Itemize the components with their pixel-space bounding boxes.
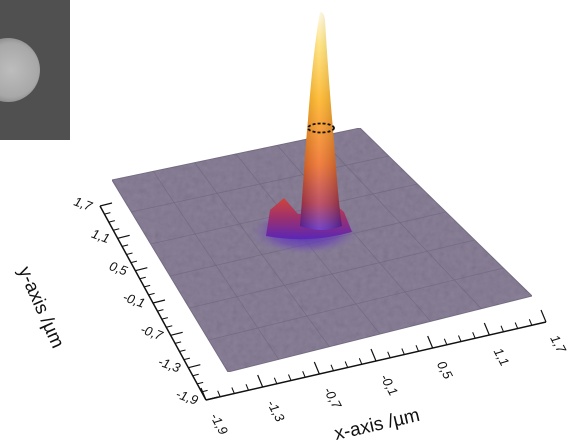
y-minor-tick — [157, 310, 163, 312]
y-minor-tick — [166, 326, 172, 328]
y-minor-tick — [104, 213, 110, 215]
x-minor-tick — [232, 388, 235, 394]
x-tick-label: -0,7 — [321, 384, 345, 412]
x-tick-mark — [541, 310, 546, 322]
x-minor-tick — [388, 352, 391, 358]
y-minor-tick — [109, 221, 115, 223]
y-tick-mark — [171, 332, 183, 335]
y-tick-label: 1,1 — [90, 226, 112, 246]
y-tick-label: -1,3 — [156, 354, 183, 376]
x-tick-label: -1,9 — [207, 410, 231, 437]
y-minor-tick — [193, 374, 199, 376]
x-tick-label: -0,1 — [377, 371, 401, 398]
y-tick-label: 1,7 — [72, 194, 95, 215]
x-tick-mark — [484, 323, 489, 335]
x-tick-label: 0,5 — [434, 358, 456, 382]
x-minor-tick — [515, 323, 518, 329]
y-minor-tick — [162, 318, 168, 320]
y-tick-mark — [188, 365, 200, 368]
sem-inset — [0, 0, 70, 140]
x-minor-tick — [289, 375, 292, 381]
x-tick-mark — [428, 336, 433, 348]
x-minor-tick — [303, 371, 306, 377]
y-tick-mark — [118, 235, 130, 238]
y-tick-label: 0,5 — [107, 258, 130, 279]
x-tick-mark — [314, 362, 319, 374]
x-tick-label: -1,3 — [264, 397, 288, 425]
y-tick-mark — [135, 268, 147, 271]
y-minor-tick — [122, 245, 128, 247]
x-tick-mark — [258, 375, 263, 387]
x-minor-tick — [331, 365, 334, 371]
y-minor-tick — [140, 277, 146, 279]
x-minor-tick — [529, 319, 532, 325]
spike-shading — [300, 12, 342, 230]
y-tick-mark — [100, 203, 112, 206]
y-minor-tick — [131, 261, 137, 263]
y-tick-label: -0,1 — [121, 289, 147, 311]
x-minor-tick — [345, 362, 348, 368]
y-minor-tick — [180, 350, 186, 352]
x-minor-tick — [501, 326, 504, 332]
x-minor-tick — [444, 339, 447, 345]
x-minor-tick — [359, 358, 362, 364]
peak-spike — [300, 12, 342, 230]
y-minor-tick — [144, 285, 150, 287]
x-minor-tick — [473, 332, 476, 338]
y-minor-tick — [149, 293, 155, 295]
x-tick-mark — [201, 388, 206, 400]
y-tick-mark — [153, 300, 165, 303]
x-minor-tick — [459, 336, 462, 342]
x-minor-tick — [274, 378, 277, 384]
y-axis-title: y-axis /µm — [13, 263, 68, 351]
x-minor-tick — [218, 391, 221, 397]
x-axis-title: x-axis /µm — [332, 405, 421, 445]
y-minor-tick — [175, 342, 181, 344]
x-tick-label: 1,7 — [547, 332, 568, 356]
x-tick-mark — [371, 349, 376, 361]
y-minor-tick — [184, 358, 190, 360]
y-tick-label: -0,7 — [139, 321, 166, 343]
x-minor-tick — [246, 384, 249, 390]
y-minor-tick — [113, 229, 119, 231]
y-tick-label: -1,9 — [174, 386, 200, 408]
x-minor-tick — [416, 345, 419, 351]
y-minor-tick — [197, 382, 203, 384]
x-tick-label: 1,1 — [491, 345, 513, 368]
x-minor-tick — [402, 349, 405, 355]
y-minor-tick — [127, 253, 133, 255]
